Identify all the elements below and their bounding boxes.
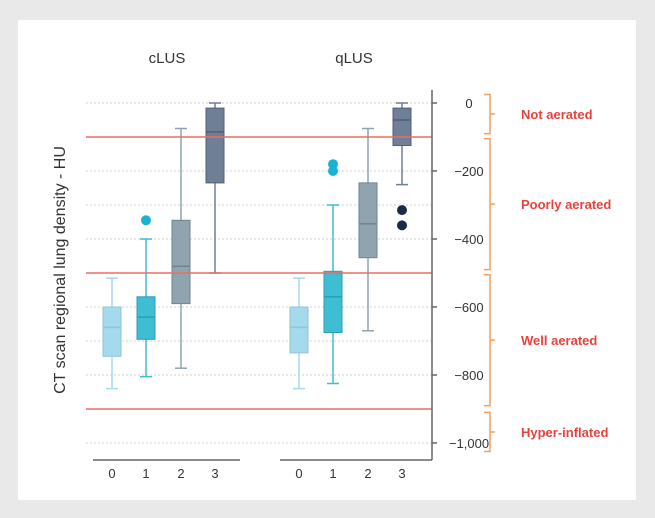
panel-title-clus: cLUS	[149, 50, 186, 67]
box-iqr	[205, 107, 225, 184]
figure-card: CT scan regional lung density - HU cLUS …	[18, 20, 636, 500]
x-tick-label: 3	[211, 466, 218, 481]
zone-label: Not aerated	[521, 107, 593, 122]
y-tick-label: 0	[465, 96, 472, 111]
x-tick-label: 0	[295, 466, 302, 481]
x-tick-label: 2	[364, 466, 371, 481]
y-tick-label: −600	[454, 300, 483, 315]
box-iqr	[136, 296, 156, 340]
outlier-point	[397, 220, 407, 231]
outlier-point	[397, 205, 407, 216]
x-tick-label: 1	[142, 466, 149, 481]
box-iqr	[358, 182, 378, 259]
zone-bracket	[484, 137, 495, 271]
y-tick-label: −1,000	[449, 436, 489, 451]
outlier-point	[141, 215, 151, 226]
y-tick-label: −800	[454, 368, 483, 383]
x-tick-label: 1	[329, 466, 336, 481]
x-tick-label: 2	[177, 466, 184, 481]
y-tick-label: −400	[454, 232, 483, 247]
x-tick-label: 0	[108, 466, 115, 481]
box-iqr	[392, 107, 412, 146]
y-axis-label: CT scan regional lung density - HU	[52, 146, 69, 394]
box-iqr	[102, 306, 122, 357]
panel-title-qlus: qLUS	[335, 50, 373, 67]
outlier-point	[328, 166, 338, 176]
zone-bracket	[484, 93, 495, 135]
zone-label: Hyper-inflated	[521, 425, 608, 440]
x-tick-label: 3	[398, 466, 405, 481]
y-tick-label: −200	[454, 164, 483, 179]
box-iqr	[323, 270, 343, 334]
zone-bracket	[484, 273, 495, 407]
box-iqr	[171, 219, 191, 305]
zone-label: Well aerated	[521, 333, 597, 348]
zone-label: Poorly aerated	[521, 197, 611, 212]
box-iqr	[289, 306, 309, 354]
boxplot-figure: CT scan regional lung density - HU cLUS …	[52, 50, 611, 481]
plot-area: 0 1 2 3 0 1 2 3 0 −200 −400 −600 −800 −1,000 Not aerat…	[86, 90, 611, 481]
zone-bracket	[484, 411, 495, 453]
